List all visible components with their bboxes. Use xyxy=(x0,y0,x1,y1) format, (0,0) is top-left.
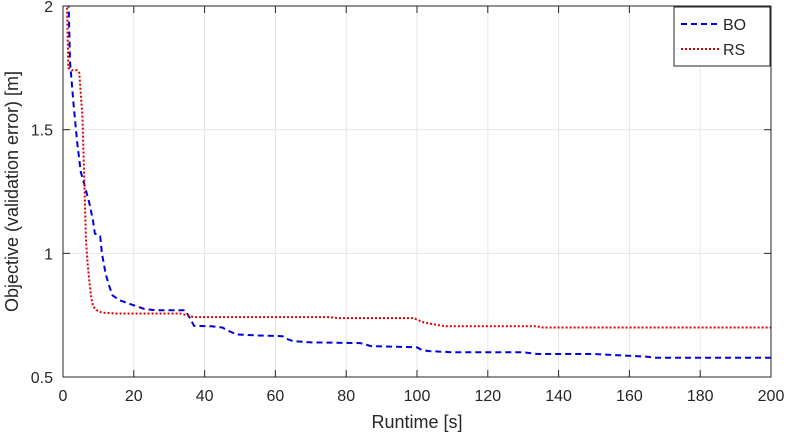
series-layer xyxy=(66,6,771,359)
x-tick-label: 60 xyxy=(267,388,285,405)
legend-box xyxy=(673,6,771,67)
x-tick-label: 20 xyxy=(125,388,143,405)
grid-lines xyxy=(63,6,771,377)
x-tick-label: 80 xyxy=(337,388,355,405)
legend-label-rs: RS xyxy=(723,42,745,59)
y-tick-label: 0.5 xyxy=(31,370,53,387)
y-tick-label: 1 xyxy=(44,246,53,263)
legend: BO RS xyxy=(673,6,771,67)
series-line-bo xyxy=(67,6,771,359)
x-tick-label: 140 xyxy=(545,388,572,405)
y-axis-label: Objective (validation error) [m] xyxy=(2,71,22,312)
legend-label-bo: BO xyxy=(723,17,746,34)
x-tick-label: 100 xyxy=(404,388,431,405)
x-tick-label: 180 xyxy=(687,388,714,405)
x-axis-label: Runtime [s] xyxy=(371,412,462,432)
y-tick-label: 2 xyxy=(44,0,53,16)
x-tick-label: 120 xyxy=(474,388,501,405)
ticks: 0 20 40 60 80 100 120 140 160 180 200 0.5 1 1.5 2 xyxy=(31,0,785,405)
series-line-rs xyxy=(66,6,771,329)
x-tick-label: 200 xyxy=(758,388,785,405)
x-tick-label: 160 xyxy=(616,388,643,405)
x-tick-label: 40 xyxy=(196,388,214,405)
y-tick-label: 1.5 xyxy=(31,123,53,140)
x-tick-label: 0 xyxy=(59,388,68,405)
